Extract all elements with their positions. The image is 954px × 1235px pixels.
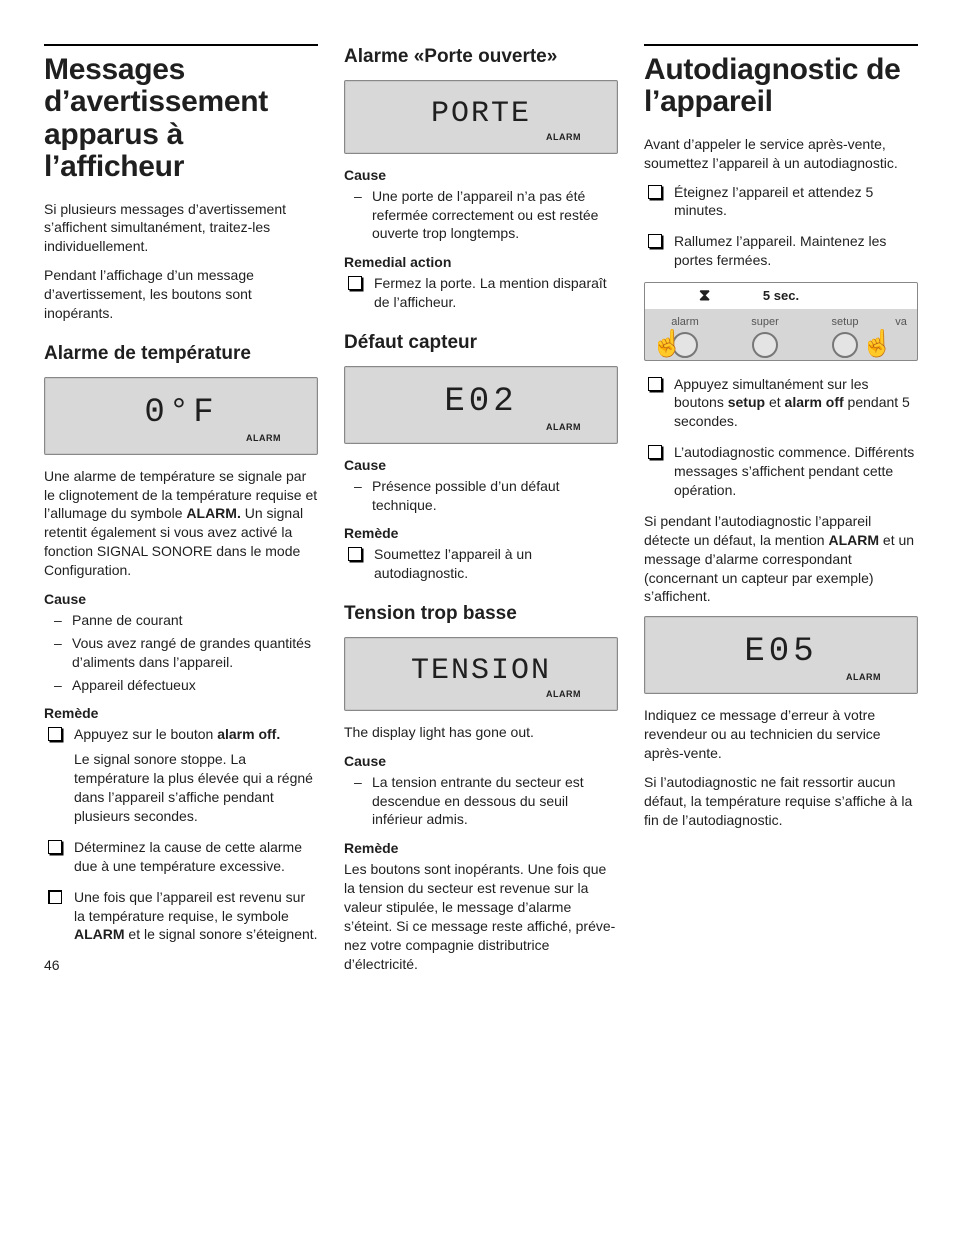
divider xyxy=(644,44,918,46)
lcd-alarm-label: ALARM xyxy=(653,671,909,683)
door-remedy-list: Fermez la porte. La mention disparaît de… xyxy=(344,274,618,312)
heading-remedy: Remède xyxy=(44,704,318,723)
list-item: Appuyez sur le bouton alarm off. Le sign… xyxy=(44,725,318,825)
heading-remedy: Remède xyxy=(344,839,618,858)
control-panel-illustration: ⧗ 5 sec. alarm super setup xyxy=(644,282,918,360)
column-2: Alarme «Porte ouverte» PORTE ALARM Cause… xyxy=(344,38,618,984)
voltage-note: The display light has gone out. xyxy=(344,723,618,742)
panel-top-bar: ⧗ 5 sec. xyxy=(645,283,917,309)
column-3: Autodiagnostic de l’appareil Avant d’app… xyxy=(644,38,918,984)
heading-cause: Cause xyxy=(344,166,618,185)
autodiag-detect-para: Si pendant l’autodiagnostic l’appareil d… xyxy=(644,512,918,606)
lcd-temp: 0°F ALARM xyxy=(44,377,318,455)
panel-btn-label: va xyxy=(895,316,907,328)
heading-sensor: Défaut capteur xyxy=(344,330,618,356)
sensor-cause-list: Présence possible d’un défaut technique. xyxy=(344,477,618,515)
finger-icon: ☝ xyxy=(861,326,891,361)
step3-mid: et xyxy=(765,394,784,410)
heading-remedial: Remedial action xyxy=(344,253,618,272)
autodiag-tail-2: Si l’autodiagnostic ne fait ressortir au… xyxy=(644,773,918,830)
list-item: Appareil défectueux xyxy=(44,676,318,695)
lcd-autodiag-text: E05 xyxy=(744,635,817,669)
button-circle xyxy=(832,332,858,358)
list-item: Rallumez l’appareil. Maintenez les porte… xyxy=(644,232,918,270)
step3-b1: setup xyxy=(728,394,765,410)
remedy-1a: Appuyez sur le bouton xyxy=(74,726,217,742)
panel-btn-label: setup xyxy=(832,316,859,328)
lcd-autodiag: E05 ALARM xyxy=(644,616,918,694)
temp-cause-list: Panne de courant Vous avez rangé de gran… xyxy=(44,611,318,695)
list-item: Soumettez l’appareil à un autodiagnostic… xyxy=(344,545,618,583)
list-item: Fermez la porte. La mention disparaît de… xyxy=(344,274,618,312)
lcd-door: PORTE ALARM xyxy=(344,80,618,154)
list-item: La tension entrante du secteur est desce… xyxy=(344,773,618,830)
voltage-remedy: Les boutons sont inopérants. Une fois qu… xyxy=(344,860,618,973)
list-item: L’autodiagnostic commence. Différents me… xyxy=(644,443,918,500)
heading-autodiag: Autodiagnostic de l’appareil xyxy=(644,54,918,119)
list-item: Éteignez l’appareil et attendez 5 minute… xyxy=(644,183,918,221)
lcd-sensor: E02 ALARM xyxy=(344,366,618,444)
lcd-sensor-text: E02 xyxy=(444,385,517,419)
sensor-remedy-list: Soumettez l’appareil à un autodiagnostic… xyxy=(344,545,618,583)
lcd-alarm-label: ALARM xyxy=(353,421,609,433)
autodiag-intro: Avant d’appeler le service après-vente, … xyxy=(644,135,918,173)
remedy-3b: et le signal sonore s’éteignent. xyxy=(125,926,318,942)
voltage-cause-list: La tension entrante du secteur est desce… xyxy=(344,773,618,830)
temp-remedy-list: Appuyez sur le bouton alarm off. Le sign… xyxy=(44,725,318,944)
lcd-voltage: TENSION ALARM xyxy=(344,637,618,711)
column-1: Messages d’avertisse­ment apparus à l’af… xyxy=(44,38,318,984)
panel-btn-super: super xyxy=(725,315,805,358)
temp-desc-bold: ALARM. xyxy=(186,505,240,521)
remedy-3a: Une fois que l’appareil est re­venu sur … xyxy=(74,889,305,924)
page: Messages d’avertisse­ment apparus à l’af… xyxy=(0,0,954,1004)
door-cause-list: Une porte de l’appareil n’a pas été refe… xyxy=(344,187,618,244)
list-item: Une fois que l’appareil est re­venu sur … xyxy=(44,888,318,945)
panel-btn-label: super xyxy=(751,316,779,328)
button-circle xyxy=(752,332,778,358)
lcd-temp-text: 0°F xyxy=(144,396,217,430)
autodiag-steps-a: Éteignez l’appareil et attendez 5 minute… xyxy=(644,183,918,271)
heading-remedy: Remède xyxy=(344,524,618,543)
heading-messages: Messages d’avertisse­ment apparus à l’af… xyxy=(44,54,318,184)
heading-temp-alarm: Alarme de température xyxy=(44,341,318,367)
lcd-alarm-label: ALARM xyxy=(353,688,609,700)
heading-cause: Cause xyxy=(344,456,618,475)
autodiag-tail-1: Indiquez ce message d’erreur à votre rev… xyxy=(644,706,918,763)
list-item: Une porte de l’appareil n’a pas été refe… xyxy=(344,187,618,244)
heading-door-alarm: Alarme «Porte ouverte» xyxy=(344,44,618,70)
intro-para-1: Si plusieurs messages d’avertisse­ment s… xyxy=(44,200,318,257)
panel-duration: 5 sec. xyxy=(763,288,799,303)
list-item: Vous avez rangé de grandes quantités d’a… xyxy=(44,634,318,672)
panel-buttons: alarm super setup va ☝ ☝ xyxy=(645,309,917,360)
lcd-voltage-text: TENSION xyxy=(411,656,551,686)
list-item: Présence possible d’un défaut technique. xyxy=(344,477,618,515)
autodiag-steps-b: Appuyez simultanément sur les boutons se… xyxy=(644,375,918,500)
columns: Messages d’avertisse­ment apparus à l’af… xyxy=(44,38,918,984)
heading-cause: Cause xyxy=(44,590,318,609)
lcd-door-text: PORTE xyxy=(431,99,531,129)
divider xyxy=(44,44,318,46)
step3-b2: alarm off xyxy=(785,394,844,410)
hourglass-icon: ⧗ xyxy=(699,285,710,307)
remedy-3-bold: ALARM xyxy=(74,926,125,942)
finger-icon: ☝ xyxy=(651,326,681,361)
page-number: 46 xyxy=(44,956,318,975)
lcd-alarm-label: ALARM xyxy=(53,432,309,444)
intro-para-2: Pendant l’affichage d’un message d’avert… xyxy=(44,266,318,323)
remedy-1-sub: Le signal sonore stoppe. La température … xyxy=(74,750,318,826)
heading-voltage: Tension trop basse xyxy=(344,601,618,627)
para-bold: ALARM xyxy=(828,532,879,548)
temp-desc: Une alarme de température se signale par… xyxy=(44,467,318,580)
remedy-1-bold: alarm off. xyxy=(217,726,280,742)
list-item: Déterminez la cause de cette alarme due … xyxy=(44,838,318,876)
list-item: Appuyez simultanément sur les boutons se… xyxy=(644,375,918,432)
list-item: Panne de courant xyxy=(44,611,318,630)
lcd-alarm-label: ALARM xyxy=(353,131,609,143)
heading-cause: Cause xyxy=(344,752,618,771)
